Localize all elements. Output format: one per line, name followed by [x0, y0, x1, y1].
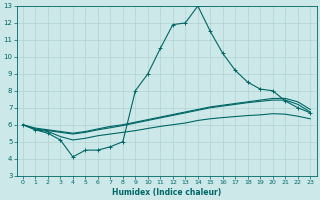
X-axis label: Humidex (Indice chaleur): Humidex (Indice chaleur)	[112, 188, 221, 197]
